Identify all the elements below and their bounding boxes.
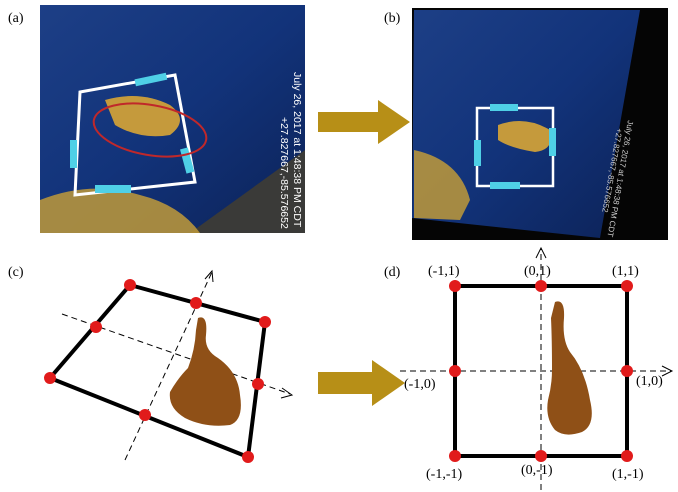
float xyxy=(95,185,131,193)
point xyxy=(242,451,254,463)
float xyxy=(490,104,518,111)
photo-a: July 26, 2017 at 1:48:38 PM CDT +27.8276… xyxy=(40,5,305,233)
grid-label: (0,1) xyxy=(524,264,551,279)
point xyxy=(90,321,102,333)
grid-label: (1,0) xyxy=(636,374,663,389)
point xyxy=(252,378,264,390)
arrow xyxy=(318,360,405,406)
point xyxy=(139,409,151,421)
point xyxy=(190,297,202,309)
arrowhead xyxy=(281,388,292,398)
grid-label: (-1,1) xyxy=(428,264,460,279)
point xyxy=(621,280,633,292)
photo-b: July 26, 2017 at 1:48:38 PM CDT +27.8276… xyxy=(412,8,668,240)
grid-label: (1,1) xyxy=(612,264,639,279)
point xyxy=(535,450,547,462)
point xyxy=(621,365,633,377)
panel-label: (a) xyxy=(8,11,24,26)
float xyxy=(474,140,481,166)
point xyxy=(259,316,271,328)
float xyxy=(490,182,520,189)
point xyxy=(44,372,56,384)
diagram-c xyxy=(44,271,292,463)
panel-label: (b) xyxy=(384,11,401,26)
point xyxy=(449,280,461,292)
point xyxy=(449,450,461,462)
coordinates: +27.827667,-85.576652 xyxy=(278,117,290,229)
sargassum-patch xyxy=(547,301,591,434)
arrowhead xyxy=(205,271,213,282)
diagram-d: (-1,1) (0,1) (1,1) (-1,0) (1,0) (-1,-1) … xyxy=(400,248,672,490)
grid-label: (0,-1) xyxy=(521,463,553,478)
grid-label: (-1,0) xyxy=(404,377,436,392)
float xyxy=(70,140,77,168)
point xyxy=(124,279,136,291)
grid-label: (-1,-1) xyxy=(426,467,462,482)
timestamp: July 26, 2017 at 1:48:38 PM CDT xyxy=(291,72,303,228)
arrow xyxy=(318,100,410,144)
point xyxy=(621,450,633,462)
point xyxy=(449,365,461,377)
sargassum-patch xyxy=(170,317,241,425)
quadrilateral xyxy=(50,285,265,457)
grid-label: (1,-1) xyxy=(612,467,644,482)
figure: July 26, 2017 at 1:48:38 PM CDT +27.8276… xyxy=(0,0,678,492)
point xyxy=(535,280,547,292)
points xyxy=(44,279,271,463)
panel-label: (c) xyxy=(8,265,24,280)
panel-label: (d) xyxy=(384,265,401,280)
float xyxy=(549,128,556,156)
